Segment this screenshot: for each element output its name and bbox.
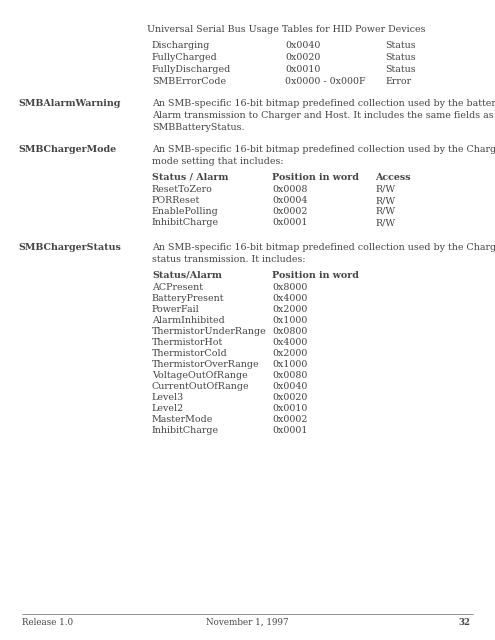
Text: SMBErrorCode: SMBErrorCode xyxy=(152,77,226,86)
Text: ThermistorOverRange: ThermistorOverRange xyxy=(152,360,259,369)
Text: Level2: Level2 xyxy=(152,404,184,413)
Text: 0x0010: 0x0010 xyxy=(272,404,307,413)
Text: R/W: R/W xyxy=(375,196,395,205)
Text: 0x0800: 0x0800 xyxy=(272,327,307,336)
Text: Level3: Level3 xyxy=(152,393,184,402)
Text: InhibitCharge: InhibitCharge xyxy=(152,218,219,227)
Text: 0x2000: 0x2000 xyxy=(272,349,307,358)
Text: PORReset: PORReset xyxy=(152,196,200,205)
Text: 0x0040: 0x0040 xyxy=(285,41,320,50)
Text: 0x0080: 0x0080 xyxy=(272,371,307,380)
Text: 0x0008: 0x0008 xyxy=(272,185,307,194)
Text: Position in word: Position in word xyxy=(272,271,359,280)
Text: An SMB-specific 16-bit bitmap predefined collection used by the battery for: An SMB-specific 16-bit bitmap predefined… xyxy=(152,99,495,108)
Text: status transmission. It includes:: status transmission. It includes: xyxy=(152,255,305,264)
Text: AlarmInhibited: AlarmInhibited xyxy=(152,316,225,325)
Text: ThermistorHot: ThermistorHot xyxy=(152,338,223,347)
Text: Error: Error xyxy=(385,77,411,86)
Text: ThermistorCold: ThermistorCold xyxy=(152,349,228,358)
Text: 0x0002: 0x0002 xyxy=(272,415,307,424)
Text: Release 1.0: Release 1.0 xyxy=(22,618,73,627)
Text: ACPresent: ACPresent xyxy=(152,283,203,292)
Text: 0x4000: 0x4000 xyxy=(272,338,307,347)
Text: Discharging: Discharging xyxy=(152,41,210,50)
Text: 0x4000: 0x4000 xyxy=(272,294,307,303)
Text: 0x0004: 0x0004 xyxy=(272,196,307,205)
Text: R/W: R/W xyxy=(375,207,395,216)
Text: InhibitCharge: InhibitCharge xyxy=(152,426,219,435)
Text: Universal Serial Bus Usage Tables for HID Power Devices: Universal Serial Bus Usage Tables for HI… xyxy=(147,25,426,34)
Text: MasterMode: MasterMode xyxy=(152,415,213,424)
Text: 32: 32 xyxy=(458,618,470,627)
Text: EnablePolling: EnablePolling xyxy=(152,207,219,216)
Text: 0x0000 - 0x000F: 0x0000 - 0x000F xyxy=(285,77,366,86)
Text: FullyDischarged: FullyDischarged xyxy=(152,65,231,74)
Text: November 1, 1997: November 1, 1997 xyxy=(206,618,288,627)
Text: ResetToZero: ResetToZero xyxy=(152,185,213,194)
Text: 0x1000: 0x1000 xyxy=(272,360,307,369)
Text: Status: Status xyxy=(385,41,416,50)
Text: Status / Alarm: Status / Alarm xyxy=(152,173,228,182)
Text: R/W: R/W xyxy=(375,218,395,227)
Text: Position in word: Position in word xyxy=(272,173,359,182)
Text: SMBAlarmWarning: SMBAlarmWarning xyxy=(18,99,120,108)
Text: CurrentOutOfRange: CurrentOutOfRange xyxy=(152,382,249,391)
Text: 0x8000: 0x8000 xyxy=(272,283,307,292)
Text: 0x2000: 0x2000 xyxy=(272,305,307,314)
Text: 0x0020: 0x0020 xyxy=(285,53,320,62)
Text: 0x1000: 0x1000 xyxy=(272,316,307,325)
Text: 0x0001: 0x0001 xyxy=(272,426,307,435)
Text: BatteryPresent: BatteryPresent xyxy=(152,294,225,303)
Text: R/W: R/W xyxy=(375,185,395,194)
Text: Alarm transmission to Charger and Host. It includes the same fields as: Alarm transmission to Charger and Host. … xyxy=(152,111,494,120)
Text: Access: Access xyxy=(375,173,411,182)
Text: SMBChargerMode: SMBChargerMode xyxy=(18,145,116,154)
Text: Status/Alarm: Status/Alarm xyxy=(152,271,222,280)
Text: SMBChargerStatus: SMBChargerStatus xyxy=(18,243,121,252)
Text: ThermistorUnderRange: ThermistorUnderRange xyxy=(152,327,267,336)
Text: PowerFail: PowerFail xyxy=(152,305,200,314)
Text: VoltageOutOfRange: VoltageOutOfRange xyxy=(152,371,248,380)
Text: An SMB-specific 16-bit bitmap predefined collection used by the Charger for: An SMB-specific 16-bit bitmap predefined… xyxy=(152,145,495,154)
Text: SMBBatteryStatus.: SMBBatteryStatus. xyxy=(152,123,245,132)
Text: 0x0010: 0x0010 xyxy=(285,65,320,74)
Text: 0x0002: 0x0002 xyxy=(272,207,307,216)
Text: 0x0020: 0x0020 xyxy=(272,393,307,402)
Text: Status: Status xyxy=(385,65,416,74)
Text: FullyCharged: FullyCharged xyxy=(152,53,218,62)
Text: mode setting that includes:: mode setting that includes: xyxy=(152,157,284,166)
Text: Status: Status xyxy=(385,53,416,62)
Text: An SMB-specific 16-bit bitmap predefined collection used by the Charger for: An SMB-specific 16-bit bitmap predefined… xyxy=(152,243,495,252)
Text: 0x0040: 0x0040 xyxy=(272,382,307,391)
Text: 0x0001: 0x0001 xyxy=(272,218,307,227)
